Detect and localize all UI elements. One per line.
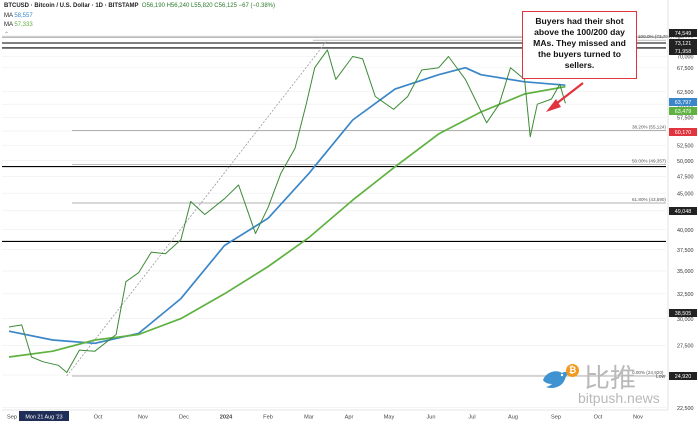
x-tick-label: Sep xyxy=(551,415,561,421)
crosshair-date-badge xyxy=(19,411,69,421)
trendline xyxy=(66,39,328,377)
callout-arrow xyxy=(546,82,584,112)
y-tick-label: 50,000 xyxy=(677,159,694,165)
bitcoin-logo-icon: ₿ xyxy=(566,364,579,377)
x-tick-label: Apr xyxy=(345,415,354,421)
ma1-label: MA xyxy=(4,13,13,19)
x-tick-label: Nov xyxy=(633,415,643,421)
ma2-value: 57,333 xyxy=(14,22,33,28)
trendline-dashed xyxy=(66,39,328,377)
ma200-line xyxy=(8,85,566,358)
arrow-head xyxy=(546,99,561,112)
x-tick-label: Oct xyxy=(594,415,603,421)
x-tick-label: Feb xyxy=(263,415,273,421)
price-badge-label: 38,505 xyxy=(675,311,692,317)
price-badge xyxy=(669,309,697,317)
price-badges: 74,549 73,121 71,958 63,797 63,479 60,170 49,0… xyxy=(669,29,697,380)
x-tick-label: Oct xyxy=(94,415,103,421)
price-badge xyxy=(669,207,697,215)
fib-level-label: 38.20% (55,124) xyxy=(632,124,666,129)
y-tick-label: 22,500 xyxy=(677,406,694,412)
annotation-callout: Buyers had their shot above the 100/200 … xyxy=(522,11,637,79)
y-tick-label: 35,000 xyxy=(677,269,694,275)
annotation-text: Buyers had their shot above the 100/200 … xyxy=(533,16,626,70)
fib-level-label: 0.00% (24,920) xyxy=(632,370,664,375)
low-label: Low xyxy=(656,374,666,380)
watermark-cn: 比推 xyxy=(584,364,637,394)
y-tick-label: 40,000 xyxy=(677,228,694,234)
fib-level-label: 50.00% (49,357) xyxy=(632,159,666,164)
x-tick-label: Jul xyxy=(468,415,475,421)
x-axis: Sep Mon 21 Aug '23 Oct Nov Dec 2024 Feb Mar Apr M… xyxy=(2,409,668,421)
ohlc-readout: O56,190 H56,240 L55,820 C56,125 −67 (−0.… xyxy=(141,3,276,9)
x-tick-label: Aug xyxy=(508,415,518,421)
price-badge-label: 74,549 xyxy=(675,31,692,37)
symbol-row: BTCUSD · Bitcoin / U.S. Dollar · 1D · BI… xyxy=(4,3,275,9)
y-tick-label: 67,500 xyxy=(677,66,694,72)
price-badge-label: 63,797 xyxy=(675,100,692,106)
price-badge-label: 73,121 xyxy=(675,41,692,47)
price-badge xyxy=(669,128,697,136)
price-line xyxy=(8,49,566,373)
watermark-en: bitpush.news xyxy=(578,390,660,406)
price-badge xyxy=(669,29,697,37)
ma2-row: MA 57,333 xyxy=(4,22,33,28)
x-tick-label: Mon 21 Aug '23 xyxy=(25,415,62,421)
price-badge xyxy=(669,39,697,47)
series-lines xyxy=(8,49,566,373)
fib-level-label: 61.80% (43,590) xyxy=(632,197,666,202)
y-tick-label: 32,500 xyxy=(677,292,694,298)
x-tick-label: May xyxy=(384,415,395,421)
price-badge xyxy=(669,372,697,380)
y-tick-label: 70,000 xyxy=(677,55,694,61)
x-tick-label: Jun xyxy=(426,415,435,421)
x-tick-label: Dec xyxy=(179,415,189,421)
ma1-value: 58,557 xyxy=(14,13,33,19)
price-badge xyxy=(669,47,697,55)
y-tick-label: 45,000 xyxy=(677,191,694,197)
price-badge-label: 60,170 xyxy=(675,130,692,136)
price-badge xyxy=(669,107,697,115)
ma1-row: MA 58,557 xyxy=(4,13,33,19)
symbol-title: BTCUSD · Bitcoin / U.S. Dollar · 1D · BI… xyxy=(4,3,139,9)
fib-level-label: 100.0% (73,794) High xyxy=(638,34,683,39)
y-tick-label: 52,500 xyxy=(677,144,694,150)
bird-logo-icon xyxy=(540,366,569,389)
y-tick-label: 47,500 xyxy=(677,175,694,181)
x-tick-label: Sep xyxy=(7,415,17,421)
collapse-indicator[interactable]: ⌃ xyxy=(4,32,10,38)
ma2-label: MA xyxy=(4,22,13,28)
price-badge-label: 24,920 xyxy=(675,374,692,380)
price-badge-label: 71,958 xyxy=(675,49,692,55)
price-badge-label: 63,479 xyxy=(675,109,692,115)
y-tick-label: 62,500 xyxy=(677,90,694,96)
price-badge-label: 49,048 xyxy=(675,209,692,215)
x-tick-label: Nov xyxy=(138,415,148,421)
y-tick-label: 37,500 xyxy=(677,248,694,254)
x-tick-label: 2024 xyxy=(220,415,233,421)
y-tick-label: 30,000 xyxy=(677,317,694,323)
y-tick-label: 57,500 xyxy=(677,116,694,122)
x-tick-label: Mar xyxy=(304,415,314,421)
y-tick-label: 27,500 xyxy=(677,344,694,350)
price-badge xyxy=(669,98,697,106)
